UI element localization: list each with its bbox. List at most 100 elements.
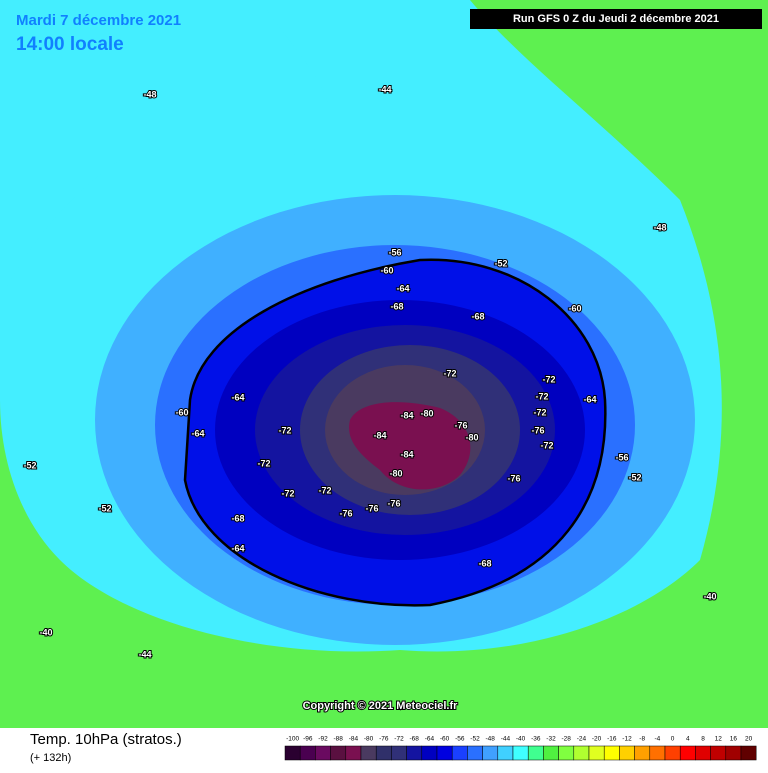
run-box [470, 9, 762, 29]
contour-label: -72 [257, 458, 270, 468]
contour-label: -56 [388, 247, 401, 257]
legend-label: -20 [592, 736, 602, 743]
legend-label: -52 [470, 736, 480, 743]
run: Run GFS 0 Z du Jeudi 2 décembre 2021 [513, 13, 719, 25]
legend-label: -84 [349, 736, 359, 743]
legend-label: -60 [440, 736, 450, 743]
band-48b [0, 0, 332, 300]
contour-label: -64 [396, 283, 409, 293]
contour-label: -72 [535, 391, 548, 401]
contour-label: -80 [465, 432, 478, 442]
contour-label: -64 [583, 394, 596, 404]
legend-swatch [619, 745, 635, 761]
legend-label: -32 [546, 736, 556, 743]
contour-label: -76 [531, 425, 544, 435]
legend-swatch [284, 745, 301, 761]
legend-label: -40 [516, 736, 526, 743]
contour-label: -68 [478, 558, 491, 568]
contour-label: -76 [339, 508, 352, 518]
contour-label: -76 [365, 503, 378, 513]
legend-label: 4 [686, 736, 690, 743]
legend-label: -4 [655, 736, 661, 743]
contour-label: -68 [471, 311, 484, 321]
contour-label: -72 [278, 425, 291, 435]
legend-swatch [345, 745, 362, 761]
contour-label: -52 [23, 460, 36, 470]
legend-label: -12 [622, 736, 632, 743]
legend-swatch [375, 745, 392, 761]
legend-label: -24 [577, 736, 587, 743]
legend-label: 12 [715, 736, 723, 743]
legend-swatch [482, 745, 499, 761]
legend-swatch [497, 745, 514, 761]
legend-label: -76 [379, 736, 389, 743]
footer-subtitle: (+ 132h) [30, 752, 71, 764]
legend-label: -96 [303, 736, 313, 743]
contour-label: -72 [318, 485, 331, 495]
contour-label: -56 [615, 452, 628, 462]
header-box [13, 10, 189, 60]
legend-label: -48 [485, 736, 495, 743]
band-84 [349, 402, 471, 490]
legend-label: -28 [561, 736, 571, 743]
contour-label: -52 [494, 258, 507, 268]
legend-swatch [664, 745, 681, 761]
legend-swatch [740, 745, 757, 761]
legend-label: -72 [394, 736, 404, 743]
legend-swatch [695, 745, 711, 761]
legend-swatch [588, 745, 605, 761]
legend-label: -8 [639, 736, 645, 743]
legend-swatch [512, 745, 529, 761]
contour-label: -60 [568, 303, 581, 313]
legend-label: -80 [364, 736, 374, 743]
contour-label: -64 [231, 543, 244, 553]
contour-label: -84 [400, 410, 413, 420]
contour-label: -60 [380, 265, 393, 275]
contour-label: -72 [281, 488, 294, 498]
legend-label: 16 [730, 736, 738, 743]
contour-label: -52 [98, 503, 111, 513]
legend-swatch [558, 745, 575, 761]
legend-label: 0 [671, 736, 675, 743]
legend-swatch [543, 745, 559, 761]
legend-swatch [710, 745, 727, 761]
contour-label: -64 [231, 392, 244, 402]
contour-label: -60 [175, 407, 188, 417]
contour-label: -68 [390, 301, 403, 311]
contour-label: -76 [387, 498, 400, 508]
contour-label: -76 [507, 473, 520, 483]
contour-label: -44 [138, 649, 151, 659]
contour-label: -68 [231, 513, 244, 523]
legend-label: 20 [745, 736, 753, 743]
copyright: Copyright © 2021 Meteociel.fr [303, 700, 459, 712]
contour-label: -40 [39, 627, 52, 637]
legend-label: -16 [607, 736, 617, 743]
legend-swatch [527, 745, 544, 761]
contour-label: -52 [628, 472, 641, 482]
contour-label: -48 [653, 222, 666, 232]
legend-swatch [315, 745, 331, 761]
contour-label: -80 [420, 408, 433, 418]
legend-swatch [406, 745, 423, 761]
contour-label: -44 [378, 84, 391, 94]
footer-title: Temp. 10hPa (stratos.) [30, 731, 182, 748]
legend-swatch [421, 745, 438, 761]
legend-swatch [299, 745, 316, 761]
legend-swatch [725, 745, 742, 761]
legend-label: 8 [701, 736, 705, 743]
legend-swatch [391, 745, 407, 761]
contour-label: -76 [454, 420, 467, 430]
legend: -100 -96 -92 -88 -84 -80 -76 -72 -68 -64 -60 -56 -52… [284, 736, 757, 761]
contour-label: -72 [542, 374, 555, 384]
contour-label: -64 [191, 428, 204, 438]
legend-swatch [679, 745, 696, 761]
contour-label: -72 [443, 368, 456, 378]
legend-swatch [603, 745, 620, 761]
contour-label: -40 [703, 591, 716, 601]
legend-swatch [649, 745, 666, 761]
contour-label: -80 [389, 468, 402, 478]
legend-swatch [330, 745, 347, 761]
contour-labels: -84 -84 -84 -80 -80 -76 -80 -72 -72 -72 -72 -76 -72 -… [22, 83, 717, 660]
contour-label: -72 [540, 440, 553, 450]
